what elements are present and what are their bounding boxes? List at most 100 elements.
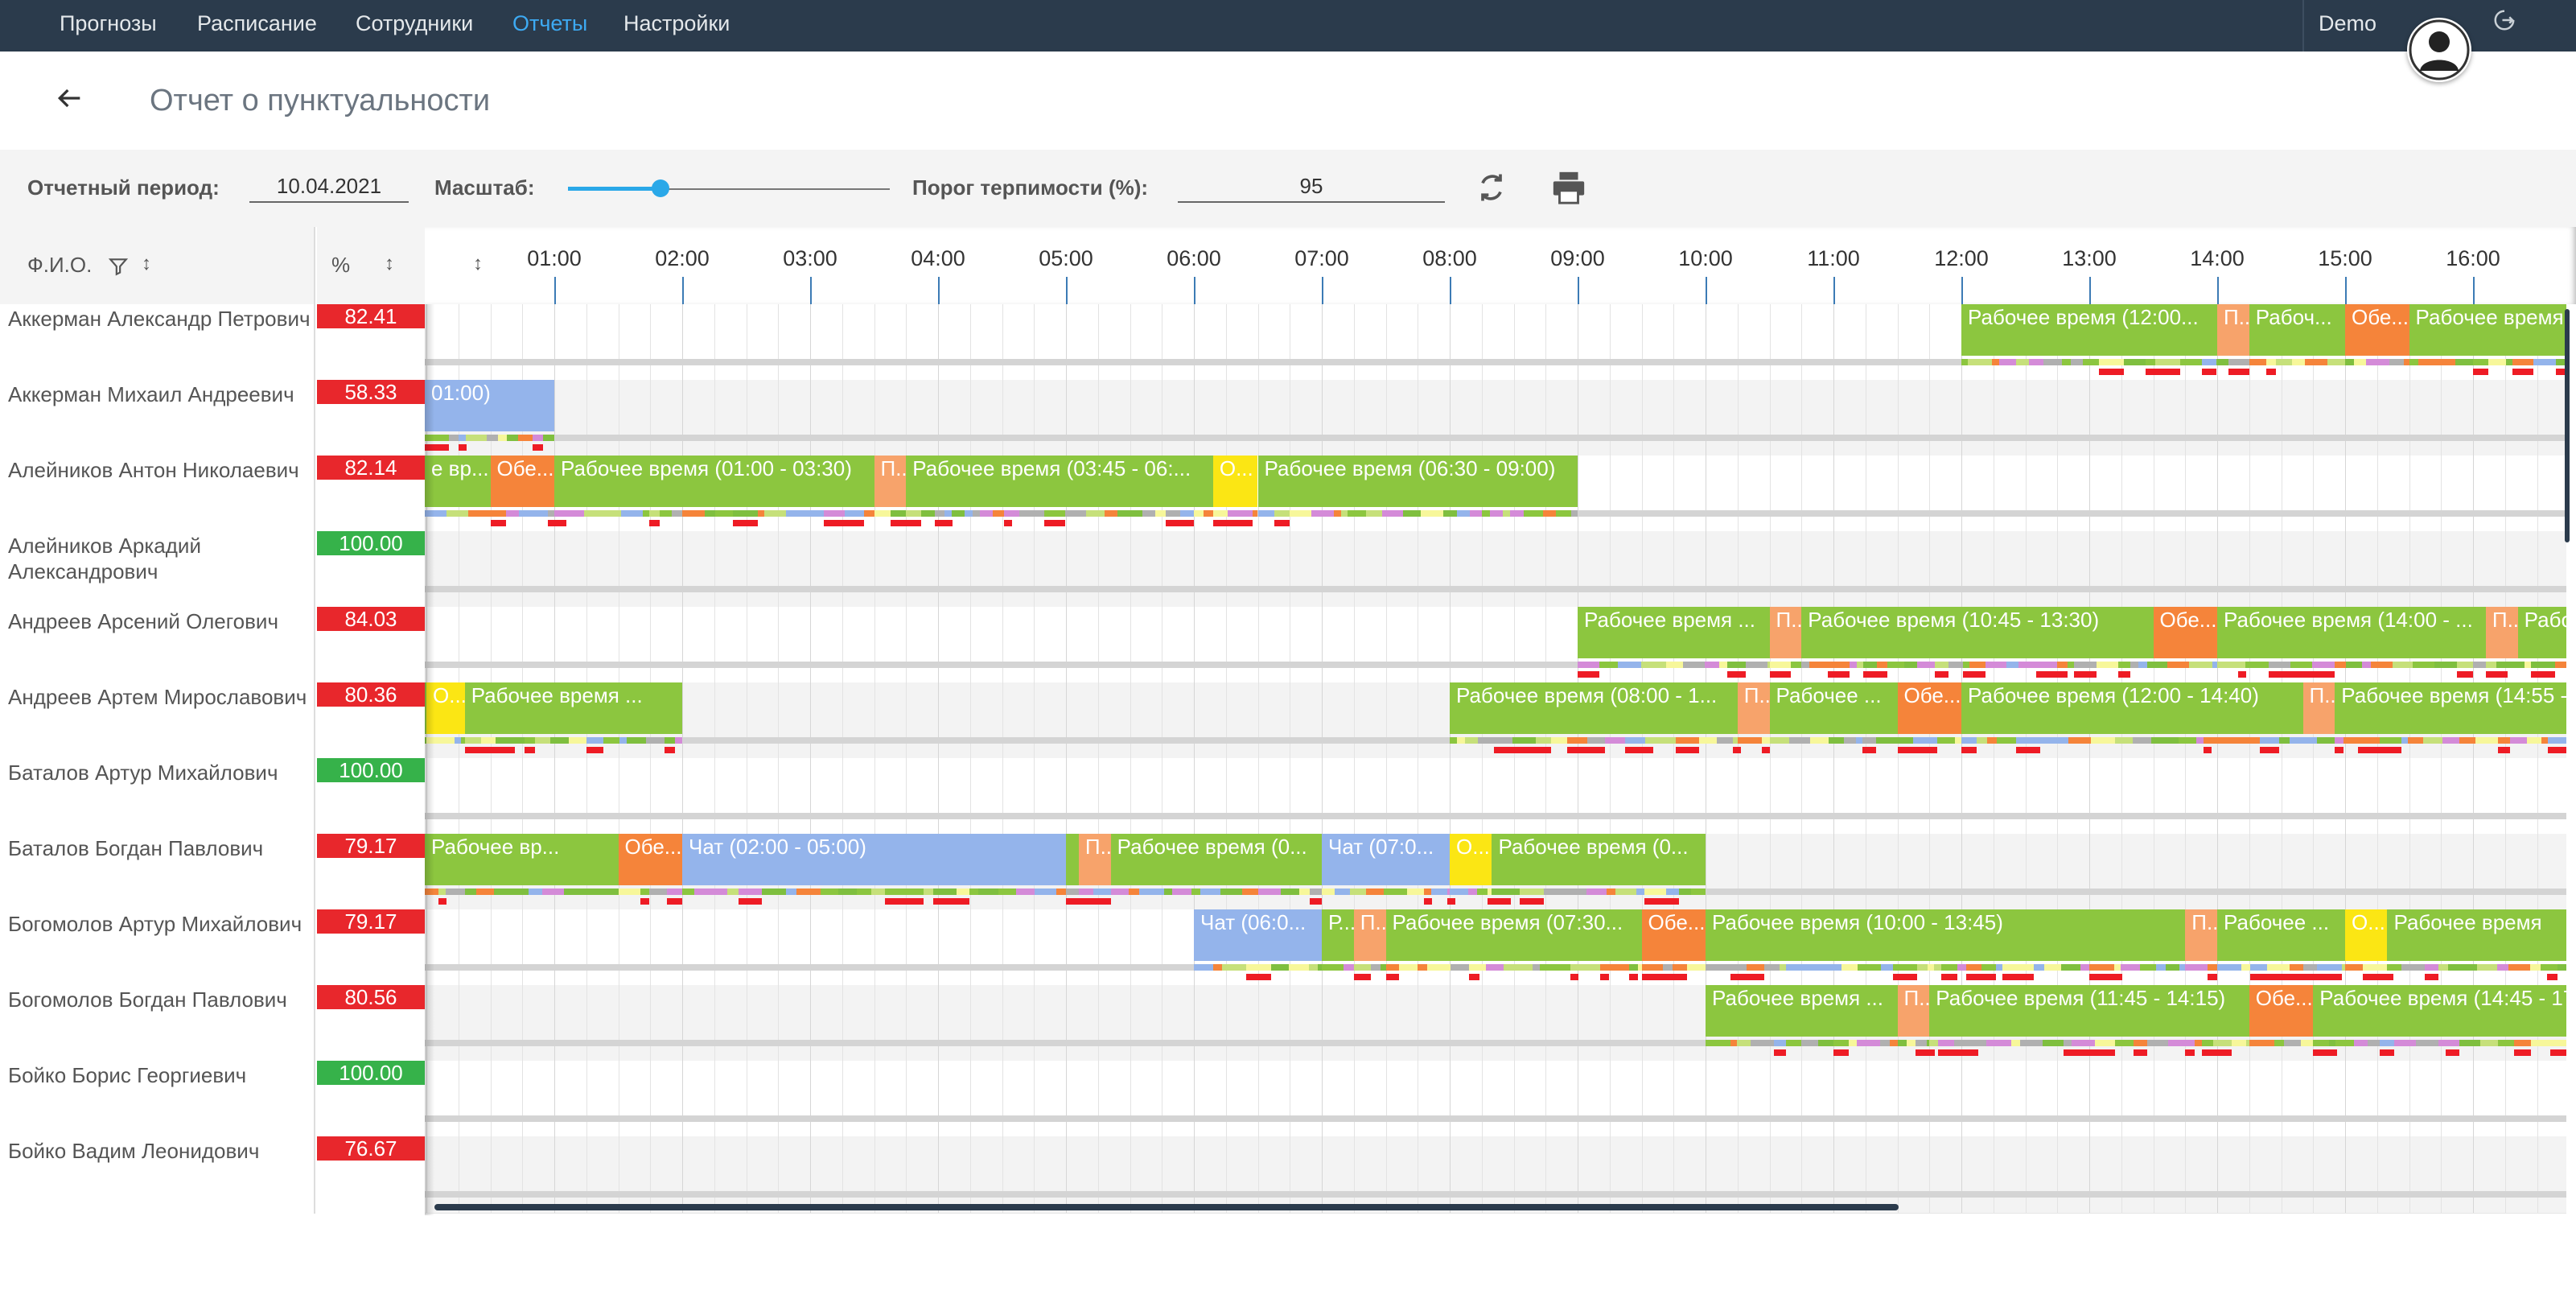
activity-stripe xyxy=(1489,510,1503,517)
vertical-scrollbar[interactable] xyxy=(2565,309,2570,542)
deviation-mark xyxy=(2155,369,2180,375)
period-input[interactable]: 10.04.2021 xyxy=(249,174,409,203)
nav-item-reports[interactable]: Отчеты xyxy=(512,11,588,35)
schedule-segment-work[interactable]: Рабоч... xyxy=(2249,304,2345,356)
nav-item-forecasts[interactable]: Прогнозы xyxy=(60,11,157,35)
grid-line xyxy=(874,758,875,835)
schedule-segment-break[interactable]: П... xyxy=(2217,304,2249,356)
nav-item-settings[interactable]: Настройки xyxy=(623,11,730,35)
schedule-segment-break[interactable]: П... xyxy=(2185,909,2217,961)
scale-slider-thumb[interactable] xyxy=(652,179,669,197)
activity-stripe xyxy=(518,435,533,441)
schedule-segment-work[interactable]: Рабочее вр... xyxy=(425,834,619,885)
schedule-segment-chat[interactable]: 01:00) xyxy=(425,380,554,431)
activity-stripe xyxy=(2068,737,2091,744)
schedule-segment-lunch[interactable]: Обе... xyxy=(490,456,554,507)
schedule-segment-work[interactable]: Рабочее время (10:45 - 13:30) xyxy=(1801,607,2154,658)
table-row[interactable]: Аккерман Александр Петрович 82.41 Рабочее … xyxy=(0,304,2576,381)
schedule-segment-work[interactable]: Рабочее время ... xyxy=(1706,985,1898,1037)
schedule-segment-work[interactable]: Рабочее время ... xyxy=(1578,607,1770,658)
schedule-segment-work[interactable] xyxy=(1066,834,1079,885)
schedule-segment-break[interactable]: П... xyxy=(874,456,907,507)
avatar[interactable] xyxy=(2407,18,2471,82)
table-row[interactable]: Алейников Антон Николаевич 82.14 е вр... Об… xyxy=(0,456,2576,533)
schedule-segment-break[interactable]: П... xyxy=(2485,607,2518,658)
scale-slider-track[interactable] xyxy=(568,188,890,190)
nav-item-schedule[interactable]: Расписание xyxy=(197,11,317,35)
activity-baseline xyxy=(425,586,2566,592)
schedule-segment-work[interactable]: Рабочее время (10:00 - 13:45) xyxy=(1706,909,2186,961)
schedule-segment-lunch[interactable]: Обе... xyxy=(2249,985,2314,1037)
grid-line xyxy=(874,1061,875,1137)
table-row[interactable]: Бойко Вадим Леонидович 76.67 xyxy=(0,1136,2576,1214)
threshold-input[interactable]: 95 xyxy=(1178,174,1445,203)
grid-line xyxy=(969,607,971,683)
table-row[interactable]: Баталов Артур Михайлович 100.00 xyxy=(0,758,2576,835)
schedule-segment-break[interactable]: П... xyxy=(1769,607,1802,658)
schedule-segment-chat[interactable]: Чат (06:0... xyxy=(1194,909,1322,961)
schedule-segment-yellow[interactable]: О... xyxy=(1212,456,1258,507)
schedule-segment-work[interactable]: Рабочее время xyxy=(2387,909,2566,961)
filter-icon[interactable] xyxy=(108,256,129,277)
activity-stripe xyxy=(2246,1040,2249,1046)
table-row[interactable]: Богомолов Артур Михайлович 79.17 Чат (06:0… xyxy=(0,909,2576,987)
schedule-segment-work[interactable]: Рабочее время (01:00 - 03:30) xyxy=(554,456,874,507)
schedule-segment-work[interactable]: Рабочее время (15:30 - 17:00) xyxy=(2409,304,2566,356)
activity-stripe xyxy=(2531,1040,2551,1046)
schedule-segment-work[interactable]: Рабочее время (08:00 - 1... xyxy=(1450,682,1738,734)
schedule-segment-lunch[interactable]: Обе... xyxy=(1641,909,1706,961)
activity-baseline xyxy=(425,813,2566,819)
schedule-segment-work[interactable]: Р... xyxy=(1322,909,1354,961)
schedule-segment-chat[interactable]: Чат (02:00 - 05:00) xyxy=(682,834,1066,885)
schedule-segment-work[interactable]: Рабочее ... xyxy=(1769,682,1898,734)
schedule-segment-work[interactable]: Рабочее xyxy=(2517,607,2566,658)
table-row[interactable]: Богомолов Богдан Павлович 80.56 Рабочее вр… xyxy=(0,985,2576,1062)
table-row[interactable]: Андреев Арсений Олегович 84.03 Рабочее вре… xyxy=(0,607,2576,684)
schedule-segment-work[interactable]: Рабочее время (07:30... xyxy=(1385,909,1642,961)
schedule-segment-yellow[interactable]: О... xyxy=(426,682,465,734)
schedule-segment-work[interactable]: Рабочее ... xyxy=(2217,909,2345,961)
schedule-segment-work[interactable]: е вр... xyxy=(425,456,491,507)
deviation-mark xyxy=(906,520,922,526)
logout-icon[interactable] xyxy=(2492,8,2516,39)
schedule-segment-work[interactable]: Рабочее время (14:45 - 17:00) xyxy=(2313,985,2566,1037)
grid-line xyxy=(714,1136,715,1213)
schedule-segment-break[interactable]: П... xyxy=(2302,682,2335,734)
schedule-segment-work[interactable]: Рабочее время (0... xyxy=(1110,834,1322,885)
schedule-segment-break[interactable]: П... xyxy=(1737,682,1770,734)
schedule-segment-work[interactable]: Рабочее время ... xyxy=(464,682,682,734)
schedule-segment-lunch[interactable]: Обе... xyxy=(2153,607,2217,658)
table-row[interactable]: Алейников Аркадий Александрович 100.00 xyxy=(0,531,2576,608)
schedule-segment-lunch[interactable]: Обе... xyxy=(1897,682,1961,734)
table-row[interactable]: Андреев Артем Мирославович 80.36 О... Рабоч… xyxy=(0,682,2576,760)
schedule-segment-work[interactable]: Рабочее время (12:00 - 14:40) xyxy=(1961,682,2303,734)
schedule-segment-work[interactable]: Рабочее время (06:30 - 09:00) xyxy=(1257,456,1578,507)
nav-item-employees[interactable]: Сотрудники xyxy=(356,11,474,35)
schedule-segment-work[interactable]: Рабочее время (11:45 - 14:15) xyxy=(1929,985,2249,1037)
refresh-icon[interactable] xyxy=(1474,167,1509,208)
schedule-segment-break[interactable]: П... xyxy=(1897,985,1930,1037)
schedule-segment-lunch[interactable]: Обе... xyxy=(2345,304,2409,356)
sort-icon[interactable]: ↕ xyxy=(473,253,483,274)
schedule-segment-yellow[interactable]: О... xyxy=(2345,909,2388,961)
schedule-segment-break[interactable]: П... xyxy=(1353,909,1386,961)
table-row[interactable]: Аккерман Михаил Андреевич 58.33 01:00) xyxy=(0,380,2576,457)
table-row[interactable]: Баталов Богдан Павлович 79.17 Рабочее вр..… xyxy=(0,834,2576,911)
horizontal-scrollbar[interactable] xyxy=(434,1204,1899,1210)
schedule-segment-work[interactable]: Рабочее время (14:55 - 17:00) xyxy=(2335,682,2566,734)
schedule-segment-work[interactable]: Рабочее время (12:00... xyxy=(1961,304,2217,356)
sort-icon[interactable]: ↕ xyxy=(385,253,394,274)
schedule-segment-yellow[interactable]: О... xyxy=(1450,834,1492,885)
printer-icon[interactable] xyxy=(1549,169,1588,206)
schedule-segment-work[interactable]: Рабочее время (14:00 - ... xyxy=(2217,607,2486,658)
activity-stripe xyxy=(2548,737,2566,744)
table-row[interactable]: Бойко Борис Георгиевич 100.00 xyxy=(0,1061,2576,1138)
sort-icon[interactable]: ↕ xyxy=(142,253,151,274)
schedule-segment-work[interactable]: Рабочее время (03:45 - 06:... xyxy=(906,456,1213,507)
schedule-segment-break[interactable]: П... xyxy=(1078,834,1111,885)
schedule-segment-lunch[interactable]: Обе... xyxy=(618,834,682,885)
arrow-left-icon[interactable] xyxy=(53,82,85,120)
activity-stripe xyxy=(2418,359,2438,365)
schedule-segment-chat[interactable]: Чат (07:0... xyxy=(1322,834,1450,885)
schedule-segment-work[interactable]: Рабочее время (0... xyxy=(1492,834,1706,885)
